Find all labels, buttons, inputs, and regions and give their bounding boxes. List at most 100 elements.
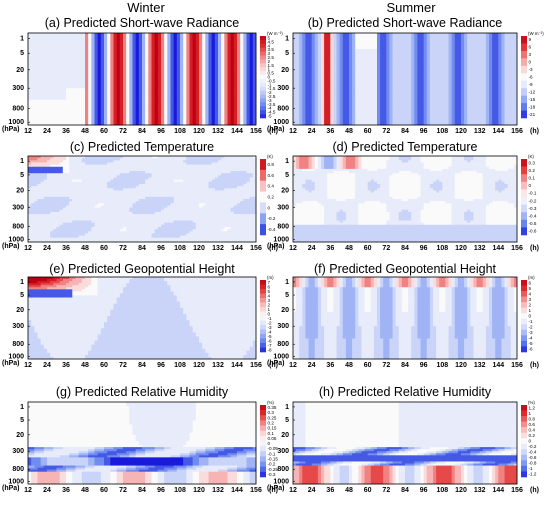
heat-cell [234,49,238,52]
heat-cell [158,109,162,112]
heat-cell [315,118,319,121]
heat-cell [28,56,32,59]
heat-cell [158,42,162,45]
heat-cell [247,49,251,52]
heat-cell [247,104,251,107]
heat-cell [104,72,108,75]
heat-cell [224,35,228,38]
heat-cell [231,40,235,43]
heat-cell [224,47,228,50]
heat-cell [164,65,168,68]
heat-cell [136,84,140,87]
heat-cell [321,102,325,105]
heat-cell [47,42,51,45]
heat-cell [50,40,54,43]
heat-cell [107,102,111,105]
heat-cell [167,40,171,43]
heat-cell [28,111,32,114]
heat-cell [107,65,111,68]
heat-cell [133,49,137,52]
heat-cell [155,56,159,59]
heat-cell [218,51,222,54]
heat-cell [296,100,300,103]
heat-cell [101,49,105,52]
heat-cell [57,72,61,75]
heat-cell [142,111,146,114]
y-tick-label: 300 [12,85,24,92]
heat-cell [199,72,203,75]
heat-cell [98,54,102,57]
heat-cell [218,58,222,61]
heat-cell [250,84,254,87]
heat-cell [110,74,114,77]
heat-cell [218,40,222,43]
heat-cell [82,97,86,100]
heat-cell [69,56,73,59]
heat-cell [199,111,203,114]
heat-cell [302,51,306,54]
heat-cell [136,100,140,103]
heat-cell [202,72,206,75]
heat-cell [82,84,86,87]
heat-cell [161,102,165,105]
heat-cell [139,63,143,66]
heat-cell [218,104,222,107]
heat-cell [60,68,64,71]
heat-cell [199,70,203,73]
heat-cell [321,107,325,110]
heat-cell [76,77,80,80]
heat-cell [53,54,57,57]
heat-cell [218,118,222,121]
heat-cell [53,114,57,117]
heat-cell [174,95,178,98]
heat-cell [296,49,300,52]
heat-cell [31,49,35,52]
heat-cell [148,42,152,45]
heat-cell [69,51,73,54]
heat-cell [117,88,121,91]
heat-cell [110,58,114,61]
heat-cell [34,68,38,71]
heat-cell [171,65,175,68]
heat-cell [110,114,114,117]
heat-cell [180,47,184,50]
heat-cell [95,84,99,87]
heat-cell [117,114,121,117]
heat-cell [240,40,244,43]
heat-cell [50,47,54,50]
heat-cell [247,93,251,96]
heat-cell [321,58,325,61]
heat-cell [66,38,70,41]
heat-cell [293,42,297,45]
heat-cell [155,114,159,117]
heat-cell [186,68,190,71]
heat-cell [218,107,222,110]
heat-cell [312,109,316,112]
heat-cell [104,93,108,96]
heat-cell [202,61,206,64]
heat-cell [152,109,156,112]
heat-cell [66,47,70,50]
heat-cell [133,109,137,112]
heat-cell [145,93,149,96]
heat-cell [28,91,32,94]
heat-cell [126,35,130,38]
heat-cell [196,58,200,61]
heat-cell [180,104,184,107]
colorbar-swatch [260,87,266,91]
heat-cell [101,38,105,41]
heat-cell [28,61,32,64]
heat-cell [123,79,127,82]
heat-cell [180,58,184,61]
heat-cell [148,58,152,61]
heat-cell [177,107,181,110]
heat-cell [293,58,297,61]
heat-cell [142,91,146,94]
heat-cell [142,72,146,75]
heat-cell [72,93,76,96]
heat-cell [231,33,235,36]
heat-cell [243,63,247,66]
heat-cell [136,93,140,96]
heat-cell [218,56,222,59]
heat-cell [196,109,200,112]
